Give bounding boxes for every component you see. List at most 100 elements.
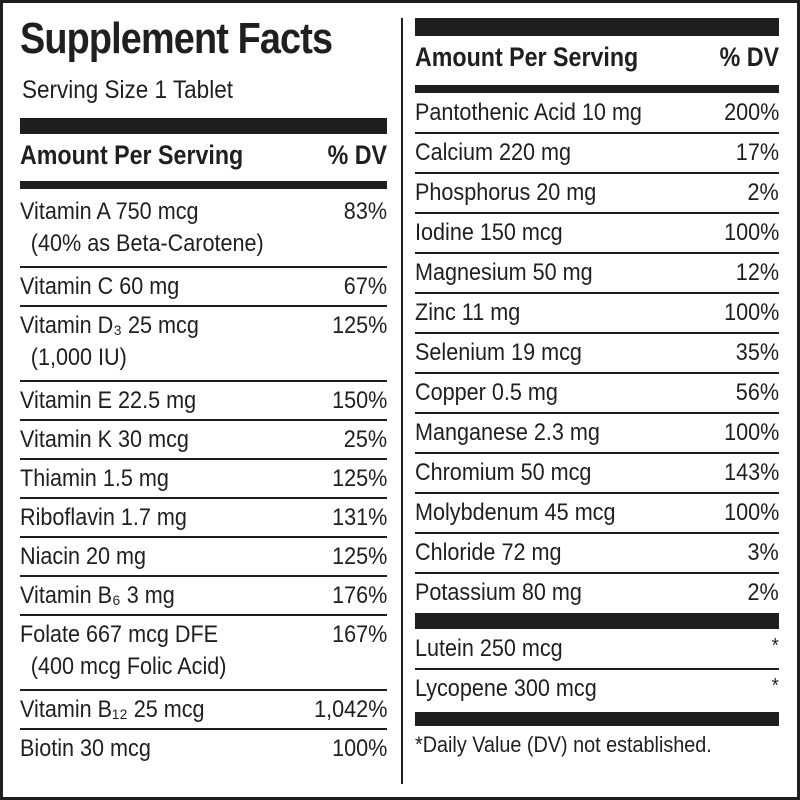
nutrient-name: Folate 667 mcg DFE: [20, 621, 219, 648]
daily-value: 2%: [747, 179, 779, 206]
nutrient-name: Chromium 50 mcg: [415, 459, 592, 486]
nutrient-row: Calcium 220 mg 17%: [415, 134, 779, 174]
daily-value: 3%: [747, 539, 779, 566]
daily-value: 83%: [343, 198, 387, 225]
nutrient-row: Vitamin C 60 mg 67%: [20, 268, 387, 307]
nutrient-row: Thiamin 1.5 mg 125%: [20, 460, 387, 499]
daily-value: 1,042%: [313, 696, 387, 723]
daily-value: 17%: [735, 139, 779, 166]
nutrient-name: Lycopene 300 mcg: [415, 675, 597, 702]
nutrient-name: Pantothenic Acid 10 mg: [415, 99, 642, 126]
daily-value: 131%: [331, 504, 387, 531]
nutrient-row: Chromium 50 mcg 143%: [415, 454, 779, 494]
nutrient-row: Vitamin K 30 mcg 25%: [20, 421, 387, 460]
nutrient-name: Manganese 2.3 mg: [415, 419, 600, 446]
nutrient-row: Lycopene 300 mcg *: [415, 670, 779, 710]
daily-value: 12%: [735, 259, 779, 286]
daily-value: 125%: [331, 543, 387, 570]
daily-value: 100%: [723, 499, 779, 526]
column-header: Amount Per Serving % DV: [20, 140, 387, 174]
daily-value: 56%: [735, 379, 779, 406]
nutrient-name: Vitamin D₃ 25 mcg: [20, 312, 199, 339]
amount-per-serving-heading: Amount Per Serving: [415, 42, 639, 72]
nutrient-row: Lutein 250 mcg *: [415, 630, 779, 670]
daily-value: 100%: [723, 419, 779, 446]
nutrient-name: Biotin 30 mcg: [20, 735, 151, 762]
nutrient-name: Magnesium 50 mg: [415, 259, 593, 286]
thick-rule: [415, 613, 779, 629]
nutrient-row: Zinc 11 mg 100%: [415, 294, 779, 334]
page-title: Supplement Facts: [20, 14, 333, 63]
daily-value: 100%: [331, 735, 387, 762]
thick-rule: [20, 118, 387, 134]
nutrient-name: Calcium 220 mg: [415, 139, 572, 166]
nutrient-name: Vitamin E 22.5 mg: [20, 387, 197, 414]
nutrient-name: Vitamin B₁₂ 25 mcg: [20, 696, 205, 723]
nutrient-row: Vitamin E 22.5 mg 150%: [20, 382, 387, 421]
nutrient-name: Vitamin C 60 mg: [20, 273, 180, 300]
daily-value: 150%: [331, 387, 387, 414]
nutrient-name: Copper 0.5 mg: [415, 379, 558, 406]
nutrient-note: (400 mcg Folic Acid): [30, 653, 227, 680]
amount-per-serving-heading: Amount Per Serving: [20, 140, 244, 170]
nutrient-row: Riboflavin 1.7 mg 131%: [20, 499, 387, 538]
daily-value: 125%: [331, 465, 387, 492]
nutrient-name: Vitamin B₆ 3 mg: [20, 582, 175, 609]
daily-value: 100%: [723, 299, 779, 326]
nutrient-row: Phosphorus 20 mg 2%: [415, 174, 779, 214]
nutrient-row: Molybdenum 45 mcg 100%: [415, 494, 779, 534]
nutrient-row: Chloride 72 mg 3%: [415, 534, 779, 574]
nutrient-note: (1,000 IU): [30, 344, 127, 371]
nutrient-name: Chloride 72 mg: [415, 539, 562, 566]
column-divider: [401, 18, 403, 784]
nutrient-row: Selenium 19 mcg 35%: [415, 334, 779, 374]
nutrient-row: Iodine 150 mcg 100%: [415, 214, 779, 254]
dv-heading: % DV: [719, 42, 779, 72]
nutrient-row: Folate 667 mcg DFE (400 mcg Folic Acid) 16…: [20, 616, 387, 691]
serving-size: Serving Size 1 Tablet: [22, 76, 233, 104]
thick-rule: [415, 18, 779, 36]
nutrient-name: Iodine 150 mcg: [415, 219, 563, 246]
daily-value: 67%: [343, 273, 387, 300]
nutrient-name: Riboflavin 1.7 mg: [20, 504, 187, 531]
daily-value: 35%: [735, 339, 779, 366]
nutrient-row: Vitamin B₁₂ 25 mcg 1,042%: [20, 691, 387, 730]
non-dv-nutrient-list: Lutein 250 mcg * Lycopene 300 mcg *: [415, 630, 779, 710]
nutrient-name: Molybdenum 45 mcg: [415, 499, 616, 526]
nutrient-row: Potassium 80 mg 2%: [415, 574, 779, 614]
nutrient-row: Vitamin B₆ 3 mg 176%: [20, 577, 387, 616]
dv-heading: % DV: [327, 140, 387, 170]
daily-value: *: [771, 675, 779, 697]
nutrient-row: Vitamin A 750 mcg (40% as Beta-Carotene) 8…: [20, 193, 387, 268]
nutrient-row: Manganese 2.3 mg 100%: [415, 414, 779, 454]
nutrient-row: Niacin 20 mg 125%: [20, 538, 387, 577]
nutrient-name: Zinc 11 mg: [415, 299, 521, 326]
daily-value: 200%: [723, 99, 779, 126]
daily-value: *: [771, 635, 779, 657]
thick-rule: [415, 712, 779, 726]
daily-value: 143%: [723, 459, 779, 486]
left-nutrient-list: Vitamin A 750 mcg (40% as Beta-Carotene) 8…: [20, 193, 387, 769]
daily-value: 125%: [331, 312, 387, 339]
nutrient-note: (40% as Beta-Carotene): [30, 230, 264, 257]
nutrient-name: Potassium 80 mg: [415, 579, 582, 606]
nutrient-name: Thiamin 1.5 mg: [20, 465, 169, 492]
header-rule: [415, 85, 779, 93]
nutrient-name: Selenium 19 mcg: [415, 339, 582, 366]
nutrient-name: Phosphorus 20 mg: [415, 179, 597, 206]
nutrient-row: Vitamin D₃ 25 mcg (1,000 IU) 125%: [20, 307, 387, 382]
nutrient-name: Vitamin A 750 mcg: [20, 198, 199, 225]
daily-value: 100%: [723, 219, 779, 246]
daily-value: 2%: [747, 579, 779, 606]
nutrient-row: Pantothenic Acid 10 mg 200%: [415, 94, 779, 134]
daily-value: 176%: [331, 582, 387, 609]
right-nutrient-list: Pantothenic Acid 10 mg 200% Calcium 220 mg…: [415, 94, 779, 614]
column-header: Amount Per Serving % DV: [415, 42, 779, 76]
nutrient-row: Copper 0.5 mg 56%: [415, 374, 779, 414]
nutrient-row: Magnesium 50 mg 12%: [415, 254, 779, 294]
nutrient-name: Niacin 20 mg: [20, 543, 147, 570]
nutrient-row: Biotin 30 mcg 100%: [20, 730, 387, 769]
nutrient-name: Lutein 250 mcg: [415, 635, 563, 662]
daily-value: 25%: [343, 426, 387, 453]
